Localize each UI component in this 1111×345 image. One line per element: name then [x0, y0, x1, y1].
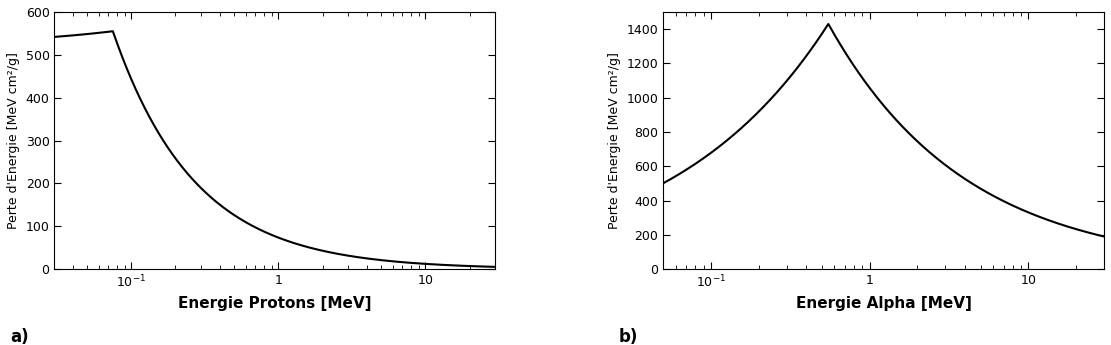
Y-axis label: Perte d'Energie [MeV cm²/g]: Perte d'Energie [MeV cm²/g]: [608, 52, 621, 229]
Text: a): a): [10, 327, 29, 345]
Y-axis label: Perte d'Energie [MeV cm²/g]: Perte d'Energie [MeV cm²/g]: [7, 52, 20, 229]
X-axis label: Energie Protons [MeV]: Energie Protons [MeV]: [178, 296, 372, 311]
X-axis label: Energie Alpha [MeV]: Energie Alpha [MeV]: [795, 296, 971, 311]
Text: b): b): [619, 327, 638, 345]
